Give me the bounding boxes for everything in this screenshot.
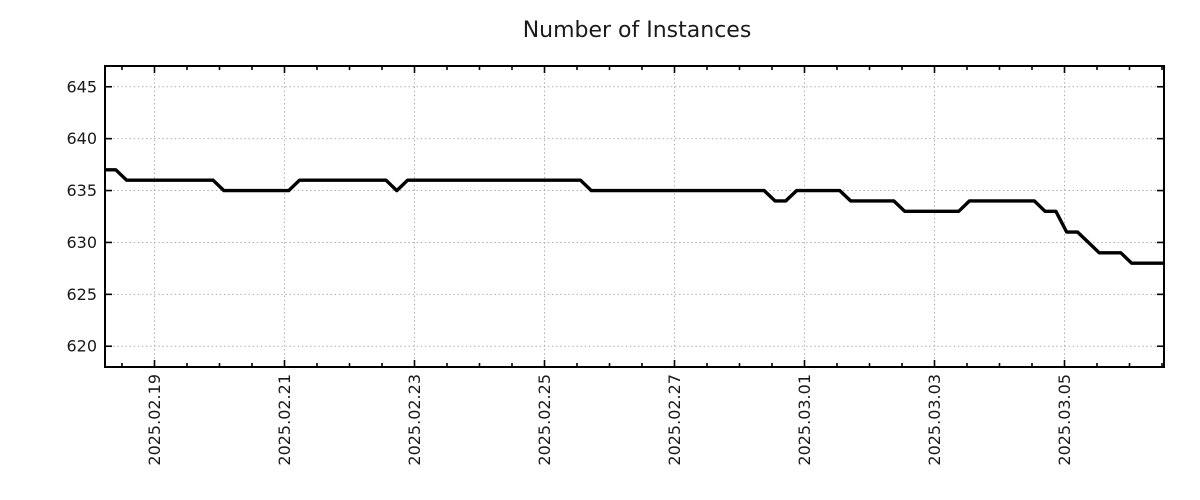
x-tick-label: 2025.02.27 bbox=[665, 374, 684, 466]
x-tick-label: 2025.03.01 bbox=[795, 374, 814, 466]
y-tick-label: 640 bbox=[66, 129, 97, 148]
y-tick-label: 625 bbox=[66, 285, 97, 304]
y-tick-label: 630 bbox=[66, 233, 97, 252]
x-tick-label: 2025.02.21 bbox=[275, 374, 294, 466]
axis-ticks-layer bbox=[105, 66, 1164, 367]
data-line bbox=[105, 168, 1164, 265]
y-tick-label: 620 bbox=[66, 337, 97, 356]
x-tick-label: 2025.03.03 bbox=[925, 374, 944, 466]
y-tick-label: 645 bbox=[66, 77, 97, 96]
x-tick-label: 2025.02.25 bbox=[535, 374, 554, 466]
x-tick-label: 2025.02.19 bbox=[145, 374, 164, 466]
tick-labels-layer: 645 640 635 630 625 620 2025.02.19 2025.02.21 20… bbox=[66, 77, 1074, 465]
y-tick-label: 635 bbox=[66, 181, 97, 200]
x-tick-label: 2025.02.23 bbox=[405, 374, 424, 466]
x-tick-label: 2025.03.05 bbox=[1055, 374, 1074, 466]
chart-title: Number of Instances bbox=[523, 18, 752, 43]
gridlines-layer bbox=[105, 66, 1164, 367]
plot-border bbox=[104, 65, 1165, 368]
